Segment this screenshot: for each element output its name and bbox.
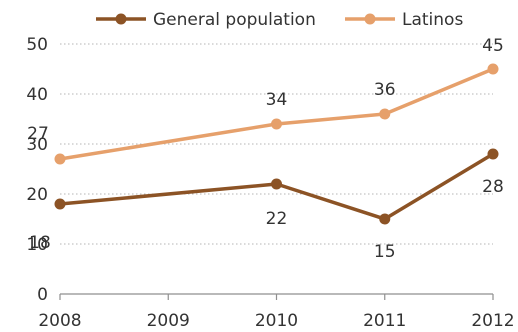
data-label: 27 — [27, 124, 49, 144]
gridlines — [60, 43, 493, 245]
data-point — [487, 148, 499, 160]
x-axis-ticks: 2008 2009 2010 2011 2012 — [38, 294, 515, 331]
x-tick-label: 2010 — [255, 311, 298, 331]
data-point — [271, 178, 282, 190]
y-tick-label: 10 — [26, 235, 48, 255]
y-tick-label: 40 — [26, 85, 48, 105]
series-line-latinos — [58, 67, 495, 161]
y-tick-label: 50 — [26, 35, 48, 55]
legend-swatch-marker — [115, 13, 127, 25]
data-label: 36 — [374, 80, 396, 100]
data-label: 15 — [374, 242, 396, 262]
series-lines — [54, 63, 499, 225]
data-point — [487, 63, 499, 75]
data-labels: 18 22 15 28 27 34 36 45 — [27, 36, 504, 262]
data-label: 22 — [266, 209, 288, 229]
x-tick-label: 2008 — [38, 311, 81, 331]
data-point — [271, 118, 282, 130]
legend-label: General population — [153, 10, 316, 30]
data-label: 45 — [482, 36, 504, 56]
legend: General population Latinos — [96, 10, 463, 30]
data-label: 34 — [266, 90, 288, 110]
x-tick-label: 2012 — [471, 311, 514, 331]
y-axis-ticks: 0 10 20 30 40 50 — [26, 35, 48, 305]
data-label: 18 — [29, 233, 51, 253]
data-point — [379, 213, 391, 225]
y-tick-label: 0 — [37, 285, 48, 305]
x-tick-label: 2011 — [363, 311, 406, 331]
legend-label: Latinos — [402, 10, 463, 30]
series-line-general-population — [58, 152, 495, 221]
data-point — [54, 198, 66, 210]
legend-swatch-marker — [364, 13, 376, 25]
y-tick-label: 30 — [26, 135, 48, 155]
data-label: 28 — [482, 177, 504, 197]
data-point — [54, 153, 66, 165]
data-point — [379, 108, 391, 120]
y-tick-label: 20 — [26, 185, 48, 205]
x-tick-label: 2009 — [147, 311, 190, 331]
